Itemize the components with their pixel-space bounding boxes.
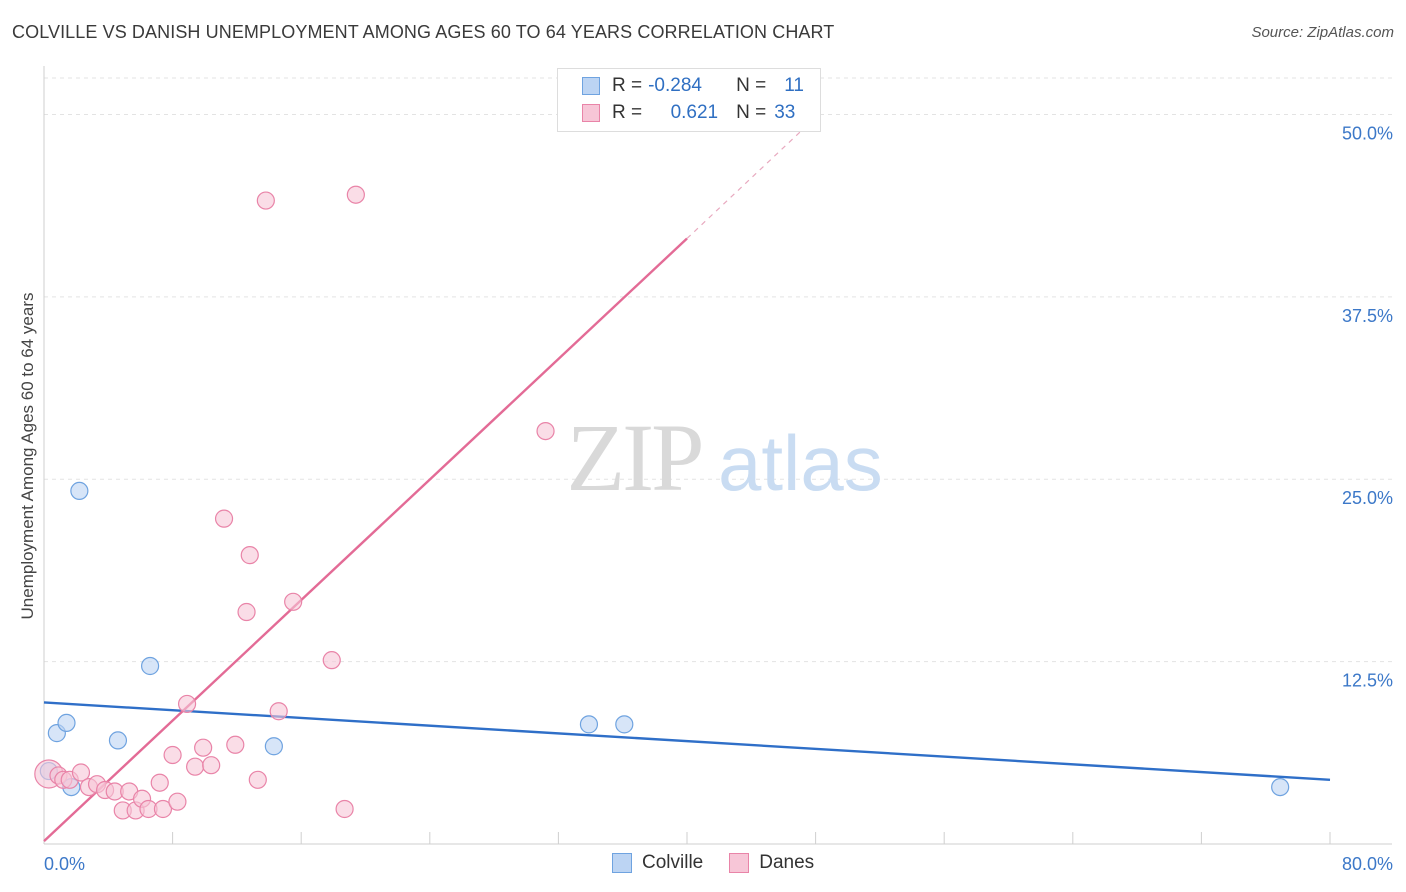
source-label: Source: ZipAtlas.com <box>1251 24 1394 41</box>
danes-legend-label: Danes <box>759 852 815 873</box>
danes-point <box>71 763 91 782</box>
danes-swatch <box>582 104 600 122</box>
danes-point <box>240 546 259 565</box>
danes-point <box>335 799 354 819</box>
danes-point <box>256 191 275 210</box>
x-tick-label-max: 80.0% <box>1342 854 1393 874</box>
legend-row-colville: R = -0.284 N = 11 <box>582 74 804 98</box>
r-label: R = <box>612 75 643 96</box>
danes-point <box>150 773 169 792</box>
danes-point <box>168 792 187 811</box>
stats-legend: R = -0.284 N = 11 R = 0.621 N = 33 <box>557 68 821 132</box>
legend-item-colville: Colville <box>612 852 703 874</box>
danes-point <box>194 738 213 757</box>
danes-point <box>346 185 365 204</box>
colville-legend-swatch <box>612 853 632 873</box>
y-tick-label: 50.0% <box>1342 123 1393 143</box>
colville-point <box>57 713 76 732</box>
legend-row-danes: R = 0.621 N = 33 <box>582 101 795 125</box>
danes-point <box>269 702 288 721</box>
n-label: N = <box>736 102 767 123</box>
danes-n-value: 33 <box>774 102 796 123</box>
danes-legend-swatch <box>729 853 750 873</box>
watermark-zip: ZIP <box>567 404 702 511</box>
colville-legend-label: Colville <box>642 852 704 873</box>
danes-r-value: 0.621 <box>670 102 719 123</box>
y-tick-label: 37.5% <box>1342 306 1393 326</box>
danes-point <box>214 509 234 528</box>
chart-title: COLVILLE VS DANISH UNEMPLOYMENT AMONG AG… <box>12 22 835 42</box>
colville-point <box>615 715 634 734</box>
colville-r-value: -0.284 <box>648 75 702 96</box>
y-tick-label: 25.0% <box>1342 488 1393 508</box>
colville-point <box>579 715 599 734</box>
y-axis-label: Unemployment Among Ages 60 to 64 years <box>18 292 37 620</box>
danes-point <box>237 602 256 622</box>
x-tick-label-min: 0.0% <box>44 854 85 874</box>
danes-point <box>536 421 555 441</box>
colville-swatch <box>582 77 600 95</box>
legend-item-danes: Danes <box>729 852 814 874</box>
danes-point <box>177 694 197 714</box>
colville-point <box>108 731 128 750</box>
y-tick-label: 12.5% <box>1342 671 1393 691</box>
colville-n-value: 11 <box>784 75 804 96</box>
n-label: N = <box>736 75 767 96</box>
colville-trend-line <box>43 701 1331 781</box>
r-label: R = <box>612 102 643 123</box>
colville-point <box>70 481 89 501</box>
watermark-atlas: atlas <box>718 419 883 507</box>
danes-point <box>186 757 205 776</box>
danes-trend-extension <box>686 116 817 239</box>
danes-point <box>284 592 303 611</box>
danes-point <box>153 799 173 819</box>
danes-trend-line <box>43 237 688 842</box>
series-legend: Colville Danes <box>612 852 840 874</box>
colville-point <box>140 656 160 676</box>
danes-point <box>202 756 221 775</box>
colville-point <box>264 737 283 756</box>
colville-point <box>1271 777 1290 797</box>
danes-point <box>322 651 341 670</box>
danes-point <box>248 770 267 789</box>
danes-point <box>226 735 245 754</box>
danes-point <box>163 745 182 765</box>
